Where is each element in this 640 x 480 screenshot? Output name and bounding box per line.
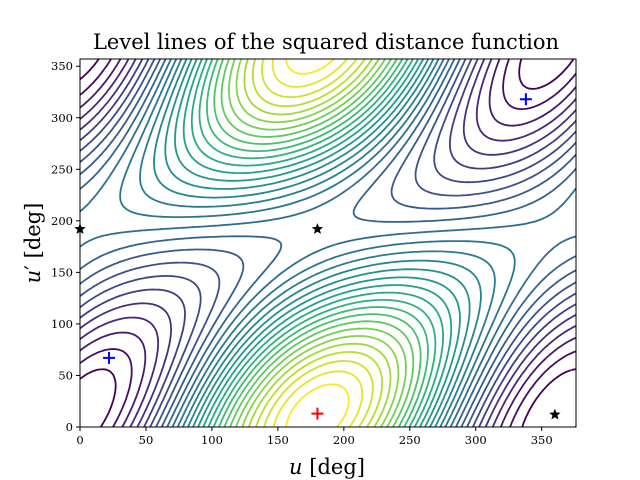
x-tick-label: 50 — [139, 433, 154, 447]
y-tick-label: 100 — [51, 317, 73, 331]
contour-level — [251, 59, 383, 427]
minimum-plus-marker — [103, 351, 116, 364]
chart-title: Level lines of the squared distance func… — [93, 30, 559, 54]
y-tick-label: 350 — [51, 59, 73, 73]
x-tick-label: 200 — [333, 433, 355, 447]
contour-lines — [80, 59, 576, 427]
y-tick-label: 150 — [51, 265, 73, 279]
contour-level — [261, 59, 374, 427]
contour-level — [235, 59, 400, 427]
minimum-plus-marker — [519, 93, 532, 106]
contour-level — [213, 59, 422, 427]
saddle-star-marker — [311, 223, 324, 234]
y-tick-label: 200 — [51, 214, 73, 228]
x-axis-label: u [deg] — [289, 455, 365, 479]
axes-frame — [79, 58, 577, 428]
x-tick-label: 300 — [465, 433, 487, 447]
contour-level — [174, 59, 461, 427]
contour-level — [80, 59, 576, 427]
saddle-star-marker — [549, 408, 561, 420]
x-tick-label: 350 — [531, 433, 553, 447]
contour-level — [285, 59, 350, 427]
contour-level — [220, 59, 415, 427]
contour-level — [139, 59, 496, 427]
y-axis-ticks: 0 50 100 150 200 250 300 350 — [51, 59, 80, 434]
contour-level — [80, 59, 576, 427]
contour-level — [206, 59, 429, 427]
x-tick-label: 250 — [399, 433, 421, 447]
contour-level — [198, 59, 437, 427]
contour-level — [228, 59, 407, 427]
x-axis-ticks: 0 50 100 150 200 250 300 350 — [76, 427, 553, 447]
contour-level — [182, 59, 453, 427]
x-tick-label: 0 — [76, 433, 83, 447]
maximum-plus-marker — [311, 407, 324, 420]
contour-level — [190, 59, 444, 427]
contour-level — [80, 59, 576, 427]
y-tick-label: 0 — [66, 420, 73, 434]
contour-level — [80, 59, 576, 427]
x-tick-label: 100 — [201, 433, 223, 447]
contour-level — [80, 59, 576, 427]
y-tick-label: 250 — [51, 162, 73, 176]
y-tick-label: 50 — [58, 368, 73, 382]
contour-level — [119, 59, 516, 427]
contour-level — [80, 59, 576, 427]
contour-level — [164, 59, 471, 427]
contour-level — [80, 59, 576, 427]
contour-level — [153, 59, 482, 427]
contour-level — [80, 59, 576, 427]
contour-level — [271, 59, 364, 427]
y-axis-label: u′ [deg] — [21, 203, 45, 284]
contour-level — [243, 59, 392, 427]
y-tick-label: 300 — [51, 111, 73, 125]
x-tick-label: 150 — [267, 433, 289, 447]
